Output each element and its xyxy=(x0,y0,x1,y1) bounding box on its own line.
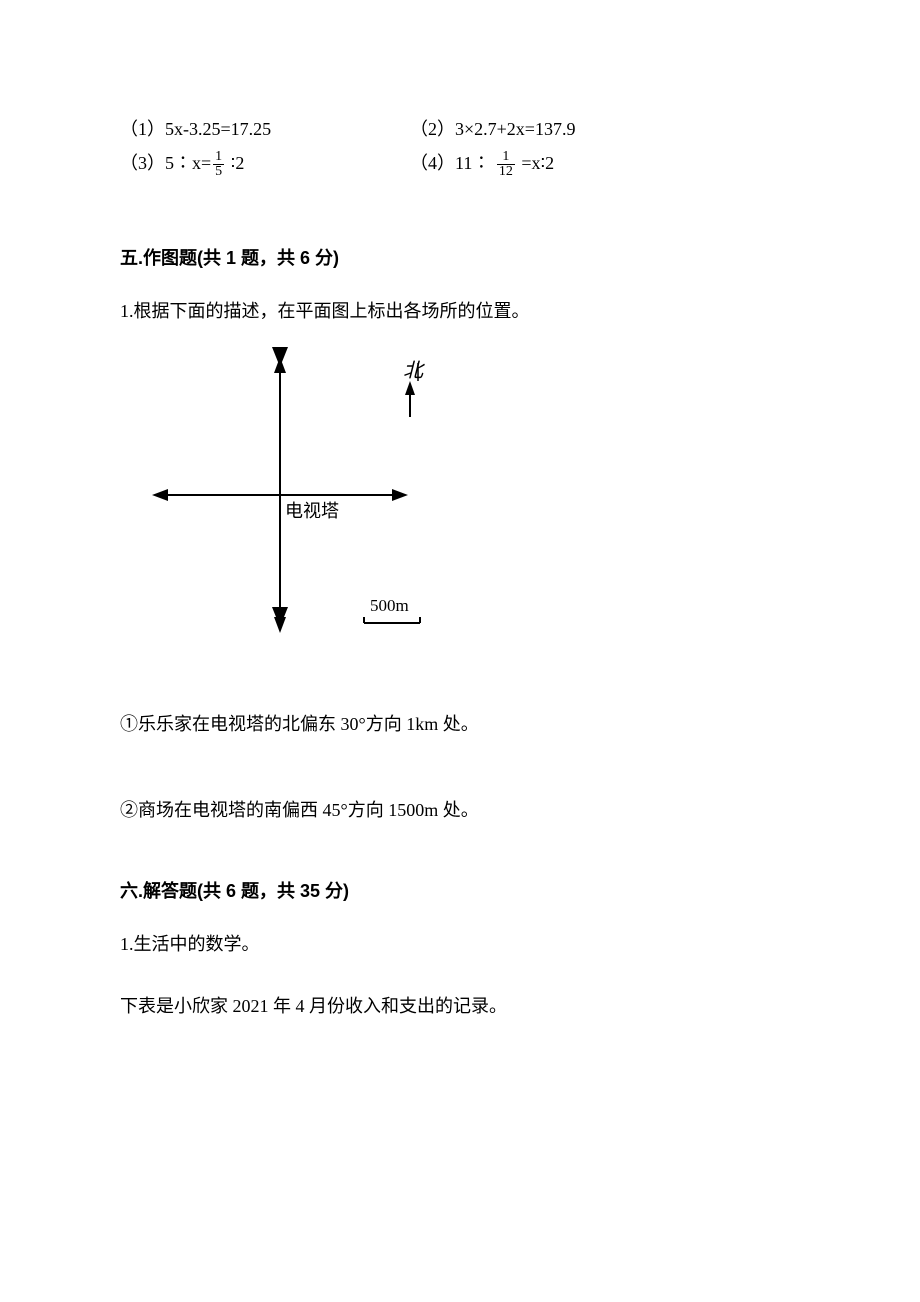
section-5-item2: ②商场在电视塔的南偏西 45°方向 1500m 处。 xyxy=(120,796,800,822)
section-6-q1-desc: 下表是小欣家 2021 年 4 月份收入和支出的记录。 xyxy=(120,993,800,1020)
eq4-frac-num: 1 xyxy=(497,150,515,165)
equation-1: （1）5x-3.25=17.25 xyxy=(120,115,410,141)
diagram-center-label: 电视塔 xyxy=(285,501,339,521)
north-label: 北 xyxy=(403,360,425,382)
eq4-pre: （4）11∶ xyxy=(410,153,495,173)
equation-2: （2）3×2.7+2x=137.9 xyxy=(410,115,800,141)
section-5-q1: 1.根据下面的描述，在平面图上标出各场所的位置。 xyxy=(120,298,800,325)
eq3-post: ∶2 xyxy=(226,153,244,173)
eq3-frac-den: 5 xyxy=(213,165,224,179)
section-6-heading: 六.解答题(共 6 题，共 35 分) xyxy=(120,877,800,903)
equation-4: （4）11∶ 112 =x∶2 xyxy=(410,149,800,179)
equation-row-2: （3）5∶x=15 ∶2 （4）11∶ 112 =x∶2 xyxy=(120,149,800,179)
diagram-container: 电视塔 北 500m xyxy=(130,345,800,660)
section-6-q1: 1.生活中的数学。 xyxy=(120,931,800,958)
scale-label: 500m xyxy=(370,596,409,615)
eq3-fraction: 15 xyxy=(213,150,224,179)
section-5-item1: ①乐乐家在电视塔的北偏东 30°方向 1km 处。 xyxy=(120,710,800,736)
eq3-frac-num: 1 xyxy=(213,150,224,165)
section-5-heading: 五.作图题(共 1 题，共 6 分) xyxy=(120,244,800,270)
equation-3: （3）5∶x=15 ∶2 xyxy=(120,149,410,179)
eq4-fraction: 112 xyxy=(497,150,515,179)
eq3-pre: （3）5∶x= xyxy=(120,153,211,173)
eq4-frac-den: 12 xyxy=(497,165,515,179)
eq4-post: =x∶2 xyxy=(517,153,554,173)
compass-diagram: 电视塔 北 500m xyxy=(130,345,460,655)
equation-row-1: （1）5x-3.25=17.25 （2）3×2.7+2x=137.9 xyxy=(120,115,800,141)
